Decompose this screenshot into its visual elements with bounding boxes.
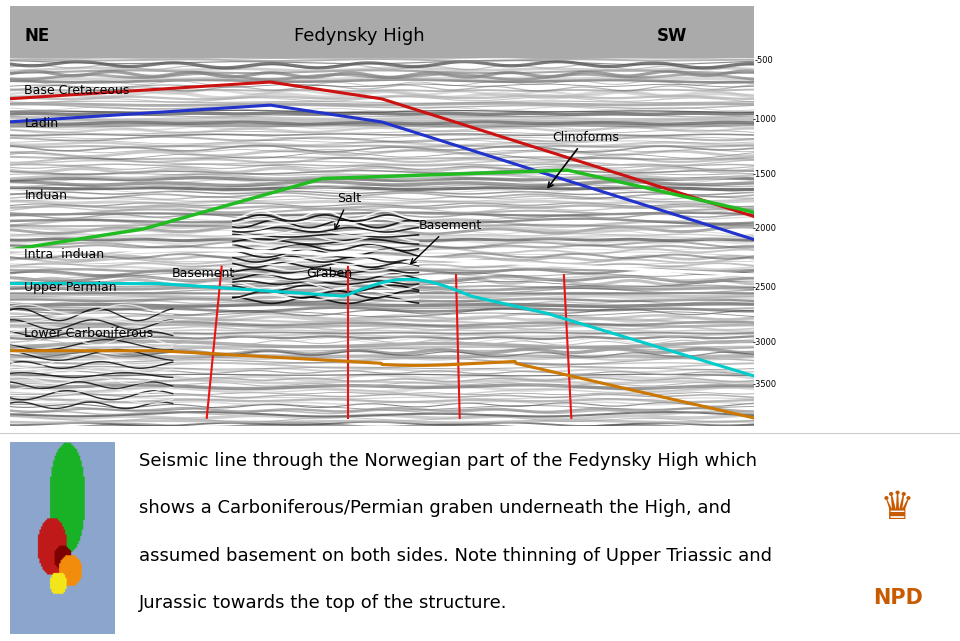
Text: -500: -500 [755, 56, 774, 65]
Text: NE: NE [25, 27, 50, 45]
Text: Jurassic towards the top of the structure.: Jurassic towards the top of the structur… [139, 594, 508, 612]
Text: Basement: Basement [172, 267, 234, 279]
Text: shows a Carboniferous/Permian graben underneath the High, and: shows a Carboniferous/Permian graben und… [139, 499, 732, 517]
Text: Upper Permian: Upper Permian [25, 281, 117, 294]
Text: Lower Carboniferous: Lower Carboniferous [25, 328, 154, 340]
Text: Ladin: Ladin [25, 117, 59, 131]
Text: Clinoforms: Clinoforms [548, 131, 619, 187]
Text: Graben: Graben [306, 267, 352, 279]
Text: Basement: Basement [411, 219, 482, 263]
Text: -3000: -3000 [752, 338, 777, 347]
Text: assumed basement on both sides. Note thinning of Upper Triassic and: assumed basement on both sides. Note thi… [139, 547, 772, 565]
Text: Salt: Salt [335, 192, 361, 229]
Bar [10, 6, 754, 57]
Text: -2000: -2000 [753, 224, 777, 233]
Text: Seismic line through the Norwegian part of the Fedynsky High which: Seismic line through the Norwegian part … [139, 452, 757, 470]
Text: ♛: ♛ [880, 489, 915, 527]
Text: NPD: NPD [873, 588, 923, 608]
Text: SW: SW [657, 27, 687, 45]
Text: Induan: Induan [25, 189, 67, 202]
Text: Fedynsky High: Fedynsky High [294, 27, 424, 45]
Text: -3500: -3500 [752, 379, 777, 389]
Text: Intra  induan: Intra induan [25, 247, 105, 261]
Text: -1000: -1000 [753, 115, 777, 124]
Text: Base Cretaceous: Base Cretaceous [25, 84, 130, 97]
Text: -2500: -2500 [753, 283, 777, 292]
Text: -1500: -1500 [753, 170, 777, 179]
